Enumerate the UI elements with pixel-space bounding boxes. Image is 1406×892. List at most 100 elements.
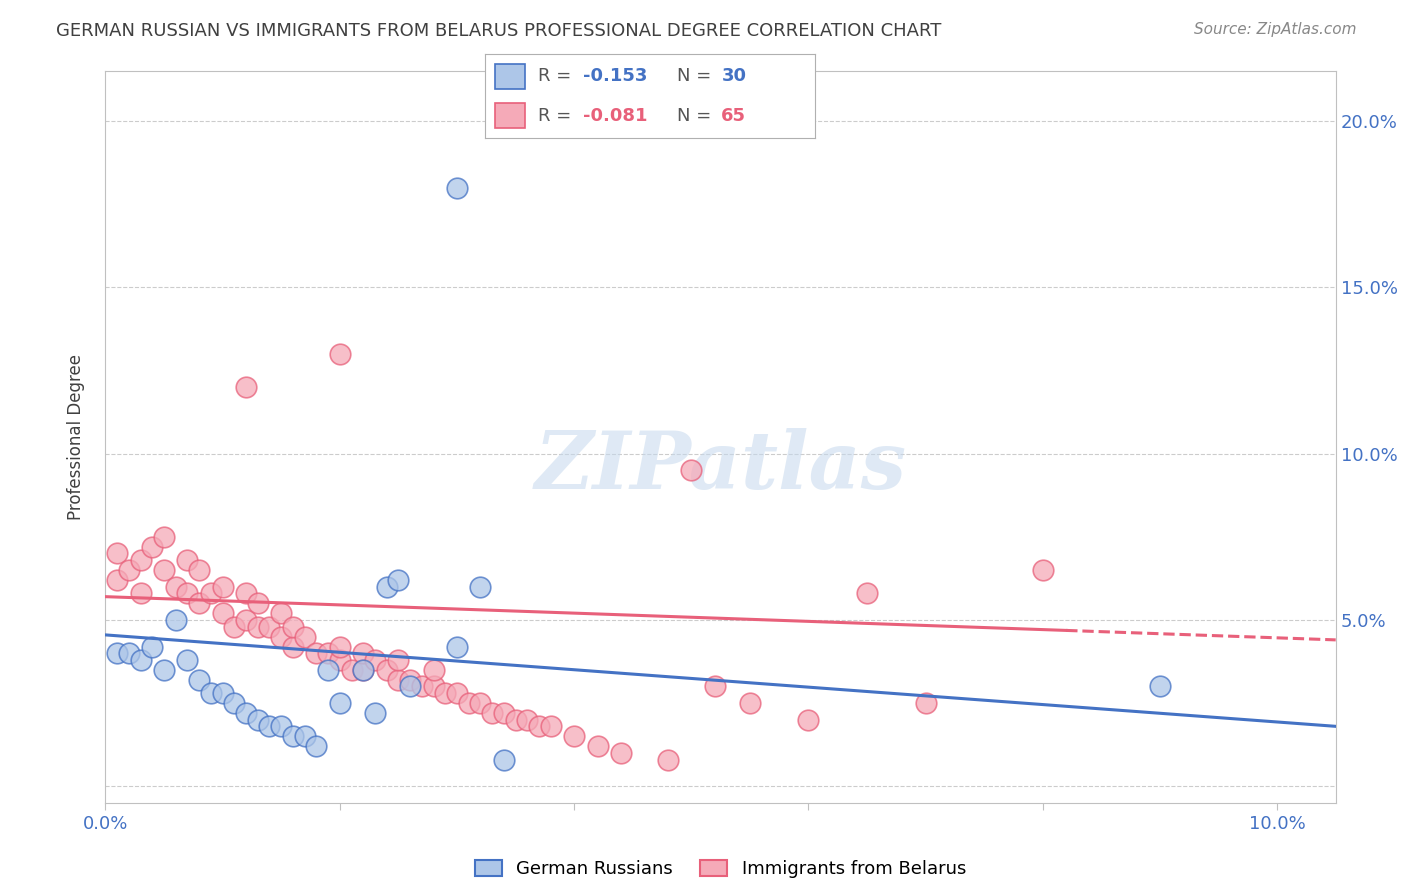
Point: [294, 729, 316, 743]
Point: [118, 646, 141, 660]
Point: [259, 719, 281, 733]
Point: [610, 746, 633, 760]
Point: [211, 607, 233, 621]
Point: [188, 596, 211, 610]
Point: [703, 680, 725, 694]
Point: [492, 753, 515, 767]
Point: [329, 640, 352, 654]
Text: -0.153: -0.153: [582, 67, 647, 85]
Point: [470, 580, 492, 594]
Point: [270, 719, 292, 733]
Point: [176, 586, 198, 600]
Point: [422, 663, 444, 677]
Bar: [495, 103, 524, 128]
Point: [562, 729, 585, 743]
Point: [270, 630, 292, 644]
Text: N =: N =: [676, 107, 717, 125]
Text: ZIPatlas: ZIPatlas: [534, 427, 907, 505]
Point: [105, 646, 128, 660]
Text: 30: 30: [721, 67, 747, 85]
Point: [516, 713, 538, 727]
Point: [1149, 680, 1171, 694]
Point: [305, 739, 328, 754]
Point: [329, 653, 352, 667]
Point: [224, 619, 246, 633]
Point: [281, 619, 304, 633]
Point: [165, 580, 187, 594]
Point: [340, 663, 363, 677]
Legend: German Russians, Immigrants from Belarus: German Russians, Immigrants from Belarus: [468, 853, 973, 885]
Point: [681, 463, 703, 477]
Point: [399, 680, 422, 694]
Text: N =: N =: [676, 67, 717, 85]
Point: [246, 619, 269, 633]
Point: [329, 696, 352, 710]
Point: [470, 696, 492, 710]
Text: R =: R =: [538, 67, 576, 85]
Point: [235, 380, 257, 394]
Y-axis label: Professional Degree: Professional Degree: [66, 354, 84, 520]
Point: [118, 563, 141, 577]
Point: [105, 573, 128, 587]
Point: [141, 640, 163, 654]
Bar: [495, 63, 524, 89]
Point: [176, 653, 198, 667]
Point: [141, 540, 163, 554]
Point: [411, 680, 433, 694]
Point: [492, 706, 515, 720]
Point: [235, 706, 257, 720]
Point: [586, 739, 609, 754]
Point: [387, 573, 409, 587]
Point: [422, 680, 444, 694]
Point: [211, 580, 233, 594]
Point: [246, 596, 269, 610]
Point: [352, 663, 374, 677]
Point: [375, 580, 398, 594]
Point: [105, 546, 128, 560]
Point: [224, 696, 246, 710]
Point: [235, 586, 257, 600]
Point: [738, 696, 761, 710]
Point: [305, 646, 328, 660]
Point: [200, 586, 222, 600]
Point: [505, 713, 527, 727]
Point: [375, 663, 398, 677]
Point: [165, 613, 187, 627]
Point: [294, 630, 316, 644]
Text: Source: ZipAtlas.com: Source: ZipAtlas.com: [1194, 22, 1357, 37]
Point: [446, 180, 468, 194]
Point: [446, 640, 468, 654]
Text: R =: R =: [538, 107, 576, 125]
Text: -0.081: -0.081: [582, 107, 647, 125]
Point: [352, 663, 374, 677]
Point: [527, 719, 550, 733]
Point: [481, 706, 503, 720]
Point: [434, 686, 457, 700]
Point: [281, 640, 304, 654]
Point: [246, 713, 269, 727]
Point: [153, 530, 176, 544]
Text: 65: 65: [721, 107, 747, 125]
Point: [188, 563, 211, 577]
Point: [129, 553, 152, 567]
Point: [329, 347, 352, 361]
Point: [364, 706, 387, 720]
Point: [129, 586, 152, 600]
Point: [129, 653, 152, 667]
Point: [188, 673, 211, 687]
Point: [457, 696, 479, 710]
Point: [387, 673, 409, 687]
Point: [316, 663, 339, 677]
Point: [153, 663, 176, 677]
Point: [352, 646, 374, 660]
Point: [153, 563, 176, 577]
Point: [540, 719, 562, 733]
Point: [235, 613, 257, 627]
Point: [176, 553, 198, 567]
Point: [259, 619, 281, 633]
Point: [657, 753, 679, 767]
Point: [200, 686, 222, 700]
Point: [446, 686, 468, 700]
Point: [281, 729, 304, 743]
Point: [399, 673, 422, 687]
